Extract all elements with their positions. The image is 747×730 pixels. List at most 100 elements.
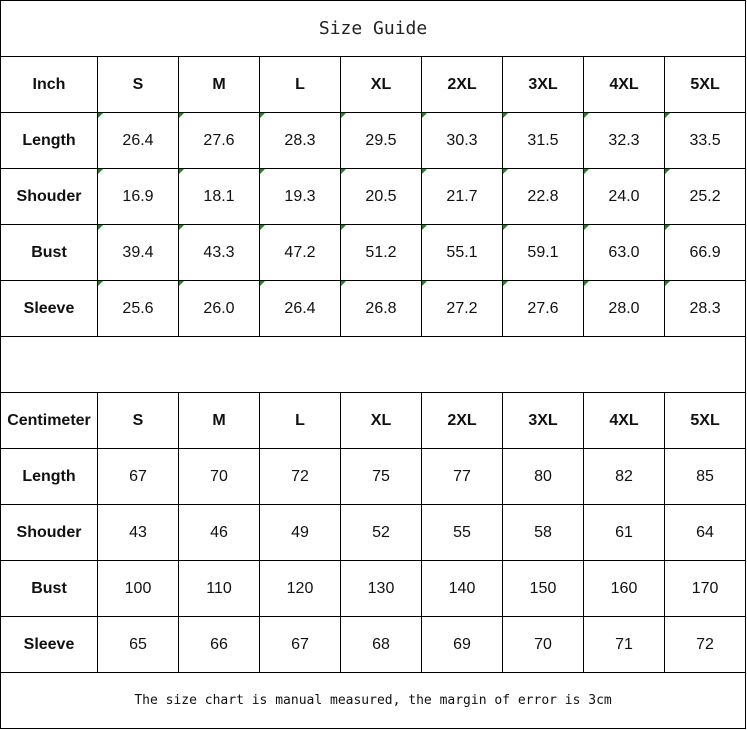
measure-value: 72: [663, 616, 747, 673]
measure-value: 20.5: [340, 168, 422, 225]
size-header: M: [178, 56, 260, 113]
measure-value: 26.4: [97, 112, 179, 169]
measure-value: 26.0: [178, 280, 260, 337]
measure-value: 80: [502, 448, 584, 505]
measure-value: 46: [178, 504, 260, 561]
size-header: L: [259, 392, 341, 449]
measure-value: 16.9: [97, 168, 179, 225]
size-header: XL: [340, 392, 422, 449]
measure-value: 70: [502, 616, 584, 673]
measurement-note: The size chart is manual measured, the m…: [0, 672, 747, 729]
size-header: 4XL: [583, 56, 665, 113]
measure-value: 18.1: [178, 168, 260, 225]
size-header: 2XL: [421, 392, 503, 449]
measure-value: 22.8: [502, 168, 584, 225]
size-header: S: [97, 392, 179, 449]
measure-value: 39.4: [97, 224, 179, 281]
table-row: Bust 39.4 43.3 47.2 51.2 55.1 59.1 63.0 66.9: [0, 224, 747, 281]
measure-value: 160: [583, 560, 665, 617]
measure-value: 28.3: [663, 280, 747, 337]
measure-label: Bust: [0, 560, 98, 617]
table-row: Bust 100 110 120 130 140 150 160 170: [0, 560, 747, 617]
measure-value: 75: [340, 448, 422, 505]
measure-value: 27.6: [178, 112, 260, 169]
measure-value: 47.2: [259, 224, 341, 281]
measure-value: 25.6: [97, 280, 179, 337]
size-header: 4XL: [583, 392, 665, 449]
size-header: 5XL: [663, 56, 747, 113]
measure-value: 24.0: [583, 168, 665, 225]
measure-value: 77: [421, 448, 503, 505]
measure-value: 61: [583, 504, 665, 561]
table-row: Shouder 16.9 18.1 19.3 20.5 21.7 22.8 24.0 25.2: [0, 168, 747, 225]
measure-value: 55.1: [421, 224, 503, 281]
measure-value: 52: [340, 504, 422, 561]
table-row: Shouder 43 46 49 52 55 58 61 64: [0, 504, 747, 561]
measure-value: 130: [340, 560, 422, 617]
measure-value: 71: [583, 616, 665, 673]
measure-value: 120: [259, 560, 341, 617]
measure-value: 27.2: [421, 280, 503, 337]
measure-value: 170: [663, 560, 747, 617]
measure-value: 110: [178, 560, 260, 617]
measure-label: Bust: [0, 224, 98, 281]
spacer-cell: [0, 336, 747, 393]
size-header: XL: [340, 56, 422, 113]
table-row: Length 67 70 72 75 77 80 82 85: [0, 448, 747, 505]
measure-value: 150: [502, 560, 584, 617]
measure-value: 19.3: [259, 168, 341, 225]
measure-label: Sleeve: [0, 280, 98, 337]
measure-value: 59.1: [502, 224, 584, 281]
note-row: The size chart is manual measured, the m…: [0, 672, 747, 729]
measure-value: 30.3: [421, 112, 503, 169]
unit-label: Inch: [0, 56, 98, 113]
measure-value: 31.5: [502, 112, 584, 169]
measure-label: Shouder: [0, 504, 98, 561]
size-header: S: [97, 56, 179, 113]
measure-value: 26.8: [340, 280, 422, 337]
measure-label: Length: [0, 112, 98, 169]
measure-value: 55: [421, 504, 503, 561]
measure-value: 43.3: [178, 224, 260, 281]
inch-header-row: Inch S M L XL 2XL 3XL 4XL 5XL: [0, 56, 747, 113]
centimeter-header-row: Centimeter S M L XL 2XL 3XL 4XL 5XL: [0, 392, 747, 449]
measure-value: 72: [259, 448, 341, 505]
measure-value: 58: [502, 504, 584, 561]
measure-value: 67: [259, 616, 341, 673]
table-row: Sleeve 25.6 26.0 26.4 26.8 27.2 27.6 28.0 28.3: [0, 280, 747, 337]
measure-value: 43: [97, 504, 179, 561]
measure-value: 51.2: [340, 224, 422, 281]
measure-value: 67: [97, 448, 179, 505]
measure-label: Sleeve: [0, 616, 98, 673]
measure-value: 26.4: [259, 280, 341, 337]
size-header: 3XL: [502, 392, 584, 449]
size-header: 2XL: [421, 56, 503, 113]
title-row: Size Guide: [0, 0, 747, 57]
measure-value: 21.7: [421, 168, 503, 225]
measure-value: 100: [97, 560, 179, 617]
page-title: Size Guide: [0, 0, 747, 57]
measure-value: 29.5: [340, 112, 422, 169]
measure-label: Length: [0, 448, 98, 505]
measure-value: 68: [340, 616, 422, 673]
measure-value: 32.3: [583, 112, 665, 169]
measure-value: 63.0: [583, 224, 665, 281]
measure-value: 65: [97, 616, 179, 673]
measure-value: 28.3: [259, 112, 341, 169]
measure-label: Shouder: [0, 168, 98, 225]
size-header: 5XL: [663, 392, 747, 449]
measure-value: 33.5: [663, 112, 747, 169]
measure-value: 69: [421, 616, 503, 673]
table-row: Length 26.4 27.6 28.3 29.5 30.3 31.5 32.3 33.5: [0, 112, 747, 169]
measure-value: 66: [178, 616, 260, 673]
measure-value: 85: [663, 448, 747, 505]
size-header: 3XL: [502, 56, 584, 113]
measure-value: 66.9: [663, 224, 747, 281]
size-header: L: [259, 56, 341, 113]
table-row: Sleeve 65 66 67 68 69 70 71 72: [0, 616, 747, 673]
measure-value: 49: [259, 504, 341, 561]
measure-value: 70: [178, 448, 260, 505]
measure-value: 140: [421, 560, 503, 617]
size-header: M: [178, 392, 260, 449]
